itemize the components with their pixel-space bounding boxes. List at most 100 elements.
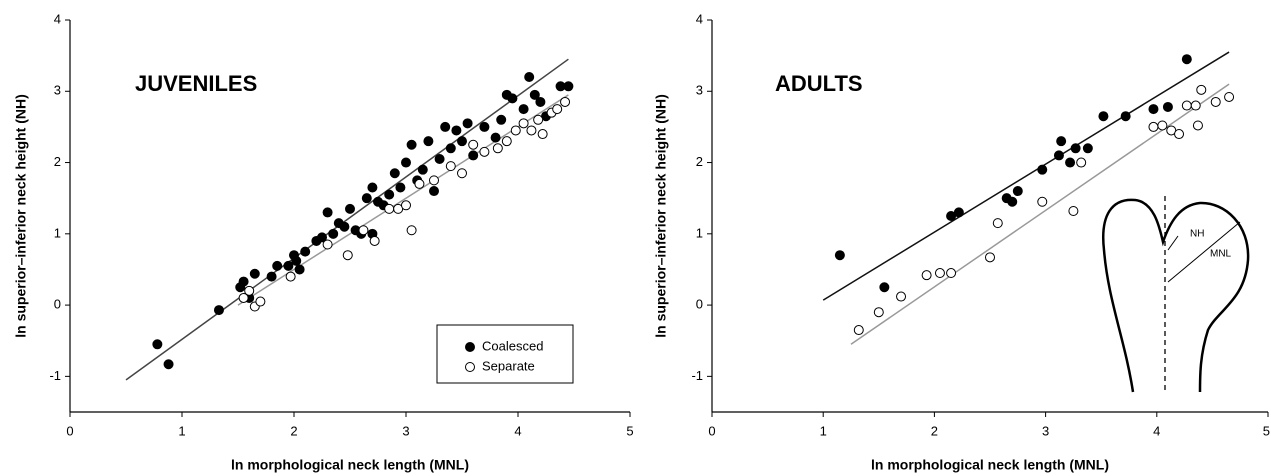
point [283, 260, 294, 271]
y-tick-label: 2 [54, 154, 61, 169]
point [317, 232, 327, 243]
point [244, 285, 255, 296]
y-tick-label: 4 [54, 11, 61, 26]
point [255, 296, 266, 307]
point [322, 239, 333, 250]
point [510, 125, 521, 136]
x-tick-label: 0 [708, 423, 715, 438]
point [1157, 120, 1168, 131]
point [300, 246, 311, 257]
point [342, 250, 353, 261]
panel-title: ADULTS [775, 71, 863, 96]
point [285, 271, 296, 282]
point [552, 104, 563, 115]
panel-title: JUVENILES [135, 71, 257, 96]
point [921, 270, 932, 281]
point [457, 136, 467, 147]
point [879, 282, 890, 293]
point [1196, 84, 1207, 95]
point [507, 93, 518, 104]
y-tick-label: 3 [696, 83, 703, 98]
point [1120, 111, 1131, 122]
point [384, 203, 395, 214]
y-tick-label: 4 [696, 11, 703, 26]
y-tick-label: -1 [691, 368, 703, 383]
point [238, 292, 249, 303]
point [946, 268, 957, 279]
point [537, 129, 548, 140]
point [358, 225, 369, 236]
point [1181, 100, 1192, 111]
point [1007, 196, 1018, 207]
x-tick-label: 3 [402, 423, 409, 438]
point [834, 250, 845, 261]
point [992, 218, 1003, 229]
annotation: MNL [1210, 249, 1232, 260]
point [406, 139, 417, 150]
x-axis-title: ln morphological neck length (MNL) [871, 457, 1109, 473]
point [429, 186, 439, 197]
point [529, 89, 540, 100]
point [423, 136, 434, 147]
femur-inset [1102, 196, 1250, 393]
point [328, 228, 339, 239]
x-axis-title: ln morphological neck length (MNL) [231, 457, 469, 473]
point [934, 268, 945, 279]
point [985, 252, 995, 263]
point [479, 121, 490, 132]
point [152, 339, 163, 350]
point [417, 164, 428, 175]
point [272, 260, 283, 271]
x-tick-label: 5 [1263, 423, 1270, 438]
y-tick-label: 0 [54, 297, 61, 312]
y-tick-label: -1 [49, 368, 61, 383]
y-tick-label: 1 [696, 225, 703, 240]
legend-label: Coalesced [482, 338, 543, 353]
point [1082, 143, 1093, 154]
point [401, 157, 411, 168]
point [291, 255, 302, 266]
legend-box [436, 324, 574, 384]
legend-marker [465, 362, 475, 372]
point [492, 143, 503, 154]
point [369, 235, 380, 246]
point [440, 121, 451, 132]
point [414, 178, 425, 189]
point [1076, 157, 1087, 168]
point [322, 207, 333, 218]
point [163, 359, 174, 370]
point [1190, 100, 1201, 111]
point [401, 200, 411, 211]
point [1098, 111, 1109, 122]
point [361, 193, 372, 204]
point [457, 168, 467, 179]
point [873, 307, 884, 318]
fit-line [822, 51, 1230, 301]
point [339, 221, 350, 232]
point [479, 146, 490, 157]
y-tick-label: 1 [54, 225, 61, 240]
point [533, 114, 544, 125]
point [1068, 206, 1079, 217]
point [524, 72, 535, 83]
point [395, 182, 406, 193]
point [345, 203, 355, 214]
point [518, 118, 529, 129]
point [853, 325, 864, 336]
point [1174, 129, 1185, 140]
point [535, 96, 546, 107]
point [238, 276, 249, 287]
fit-line [125, 58, 569, 381]
point [266, 271, 277, 282]
point [1210, 96, 1221, 107]
point [526, 125, 537, 136]
point [1037, 164, 1048, 175]
point [389, 168, 400, 179]
point [1148, 121, 1159, 132]
point [1012, 186, 1023, 197]
point [501, 136, 512, 147]
point [468, 139, 479, 150]
point [1053, 150, 1064, 161]
x-tick-label: 3 [1042, 423, 1049, 438]
x-tick-label: 5 [626, 423, 633, 438]
